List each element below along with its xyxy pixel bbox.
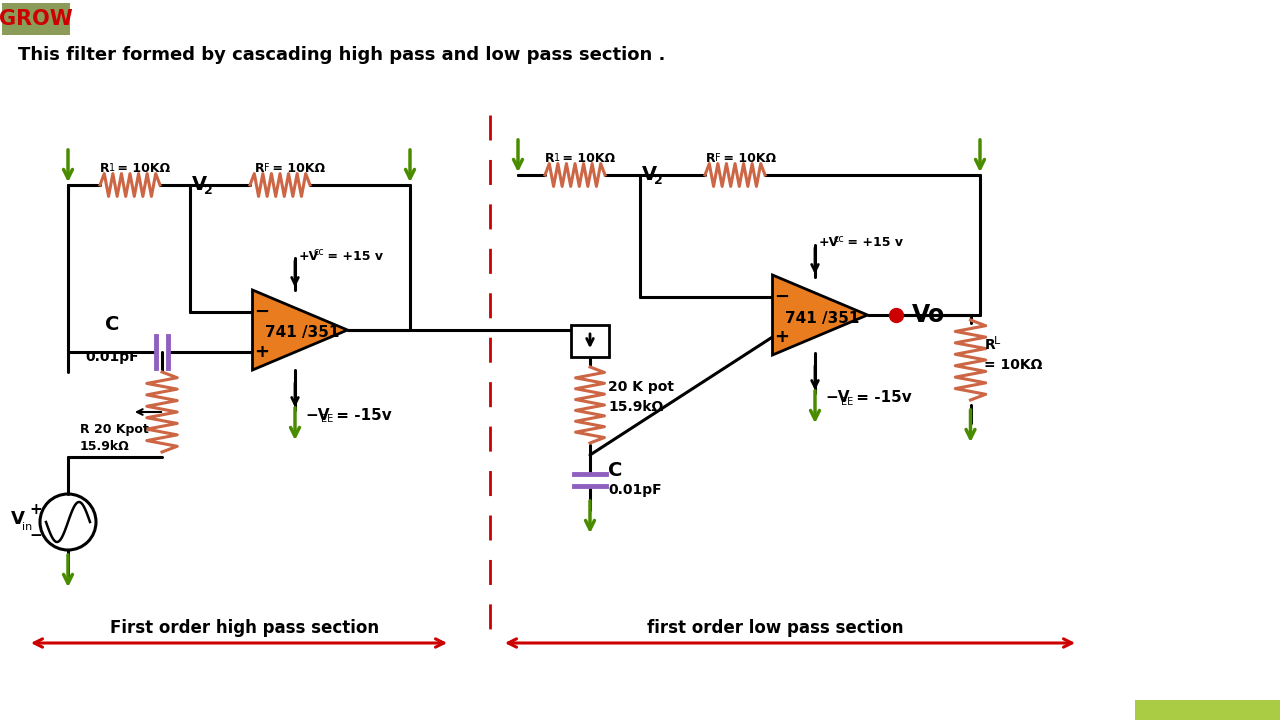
Text: 741 /351: 741 /351 (265, 325, 339, 341)
Text: = 10KΩ: = 10KΩ (268, 161, 325, 174)
Text: +: + (253, 343, 269, 361)
Text: 0.01pF: 0.01pF (86, 350, 138, 364)
Text: 741 /351: 741 /351 (785, 310, 859, 325)
Text: F: F (716, 153, 721, 163)
Text: = 10KΩ: = 10KΩ (984, 358, 1043, 372)
Text: −: − (774, 288, 788, 306)
Text: 0.01pF: 0.01pF (608, 483, 662, 497)
Text: F: F (264, 163, 270, 173)
Text: +: + (29, 502, 42, 516)
Text: cc: cc (314, 247, 325, 257)
Text: V: V (12, 510, 24, 528)
Text: in: in (22, 522, 32, 532)
Text: +V: +V (300, 250, 319, 263)
Text: 15.9kΩ: 15.9kΩ (608, 400, 663, 414)
Text: −: − (253, 303, 269, 321)
Text: = 10KΩ: = 10KΩ (719, 151, 776, 164)
Text: R: R (707, 151, 716, 164)
Text: R: R (255, 161, 265, 174)
FancyBboxPatch shape (3, 3, 70, 35)
Text: V: V (643, 166, 657, 184)
Text: R: R (545, 151, 554, 164)
Text: = -15v: = -15v (851, 390, 911, 405)
Text: EE: EE (321, 414, 333, 424)
Text: First order high pass section: First order high pass section (110, 619, 380, 637)
Text: EE: EE (841, 397, 854, 407)
Polygon shape (773, 275, 868, 355)
Bar (571, 325, 609, 357)
Text: 2: 2 (204, 184, 212, 197)
Text: C: C (105, 315, 119, 333)
Text: −V: −V (826, 390, 850, 405)
Text: Vo: Vo (911, 303, 945, 327)
Text: 1: 1 (109, 163, 115, 173)
Text: This filter formed by cascading high pass and low pass section .: This filter formed by cascading high pas… (18, 46, 666, 64)
Text: R 20 Kpot: R 20 Kpot (79, 423, 148, 436)
Text: R: R (100, 161, 110, 174)
Text: cc: cc (835, 234, 845, 244)
Polygon shape (252, 290, 347, 370)
Text: first order low pass section: first order low pass section (646, 619, 904, 637)
Text: 20 K pot: 20 K pot (608, 380, 675, 394)
Text: = 10KΩ: = 10KΩ (558, 151, 616, 164)
Text: C: C (608, 461, 622, 480)
Text: −: − (29, 528, 42, 542)
Text: = -15v: = -15v (332, 408, 392, 423)
Text: = 10KΩ: = 10KΩ (113, 161, 170, 174)
Text: 15.9kΩ: 15.9kΩ (79, 441, 129, 454)
Text: L: L (993, 336, 1000, 346)
Text: R: R (984, 338, 996, 352)
Text: = +15 v: = +15 v (844, 236, 902, 250)
Text: GROW: GROW (0, 9, 73, 29)
Text: +V: +V (819, 236, 840, 250)
FancyBboxPatch shape (1135, 700, 1280, 720)
Text: −V: −V (305, 408, 329, 423)
Text: +: + (774, 328, 788, 346)
Text: = +15 v: = +15 v (323, 250, 383, 263)
Text: V: V (192, 176, 207, 194)
Text: 2: 2 (654, 174, 663, 187)
Text: 1: 1 (554, 153, 561, 163)
